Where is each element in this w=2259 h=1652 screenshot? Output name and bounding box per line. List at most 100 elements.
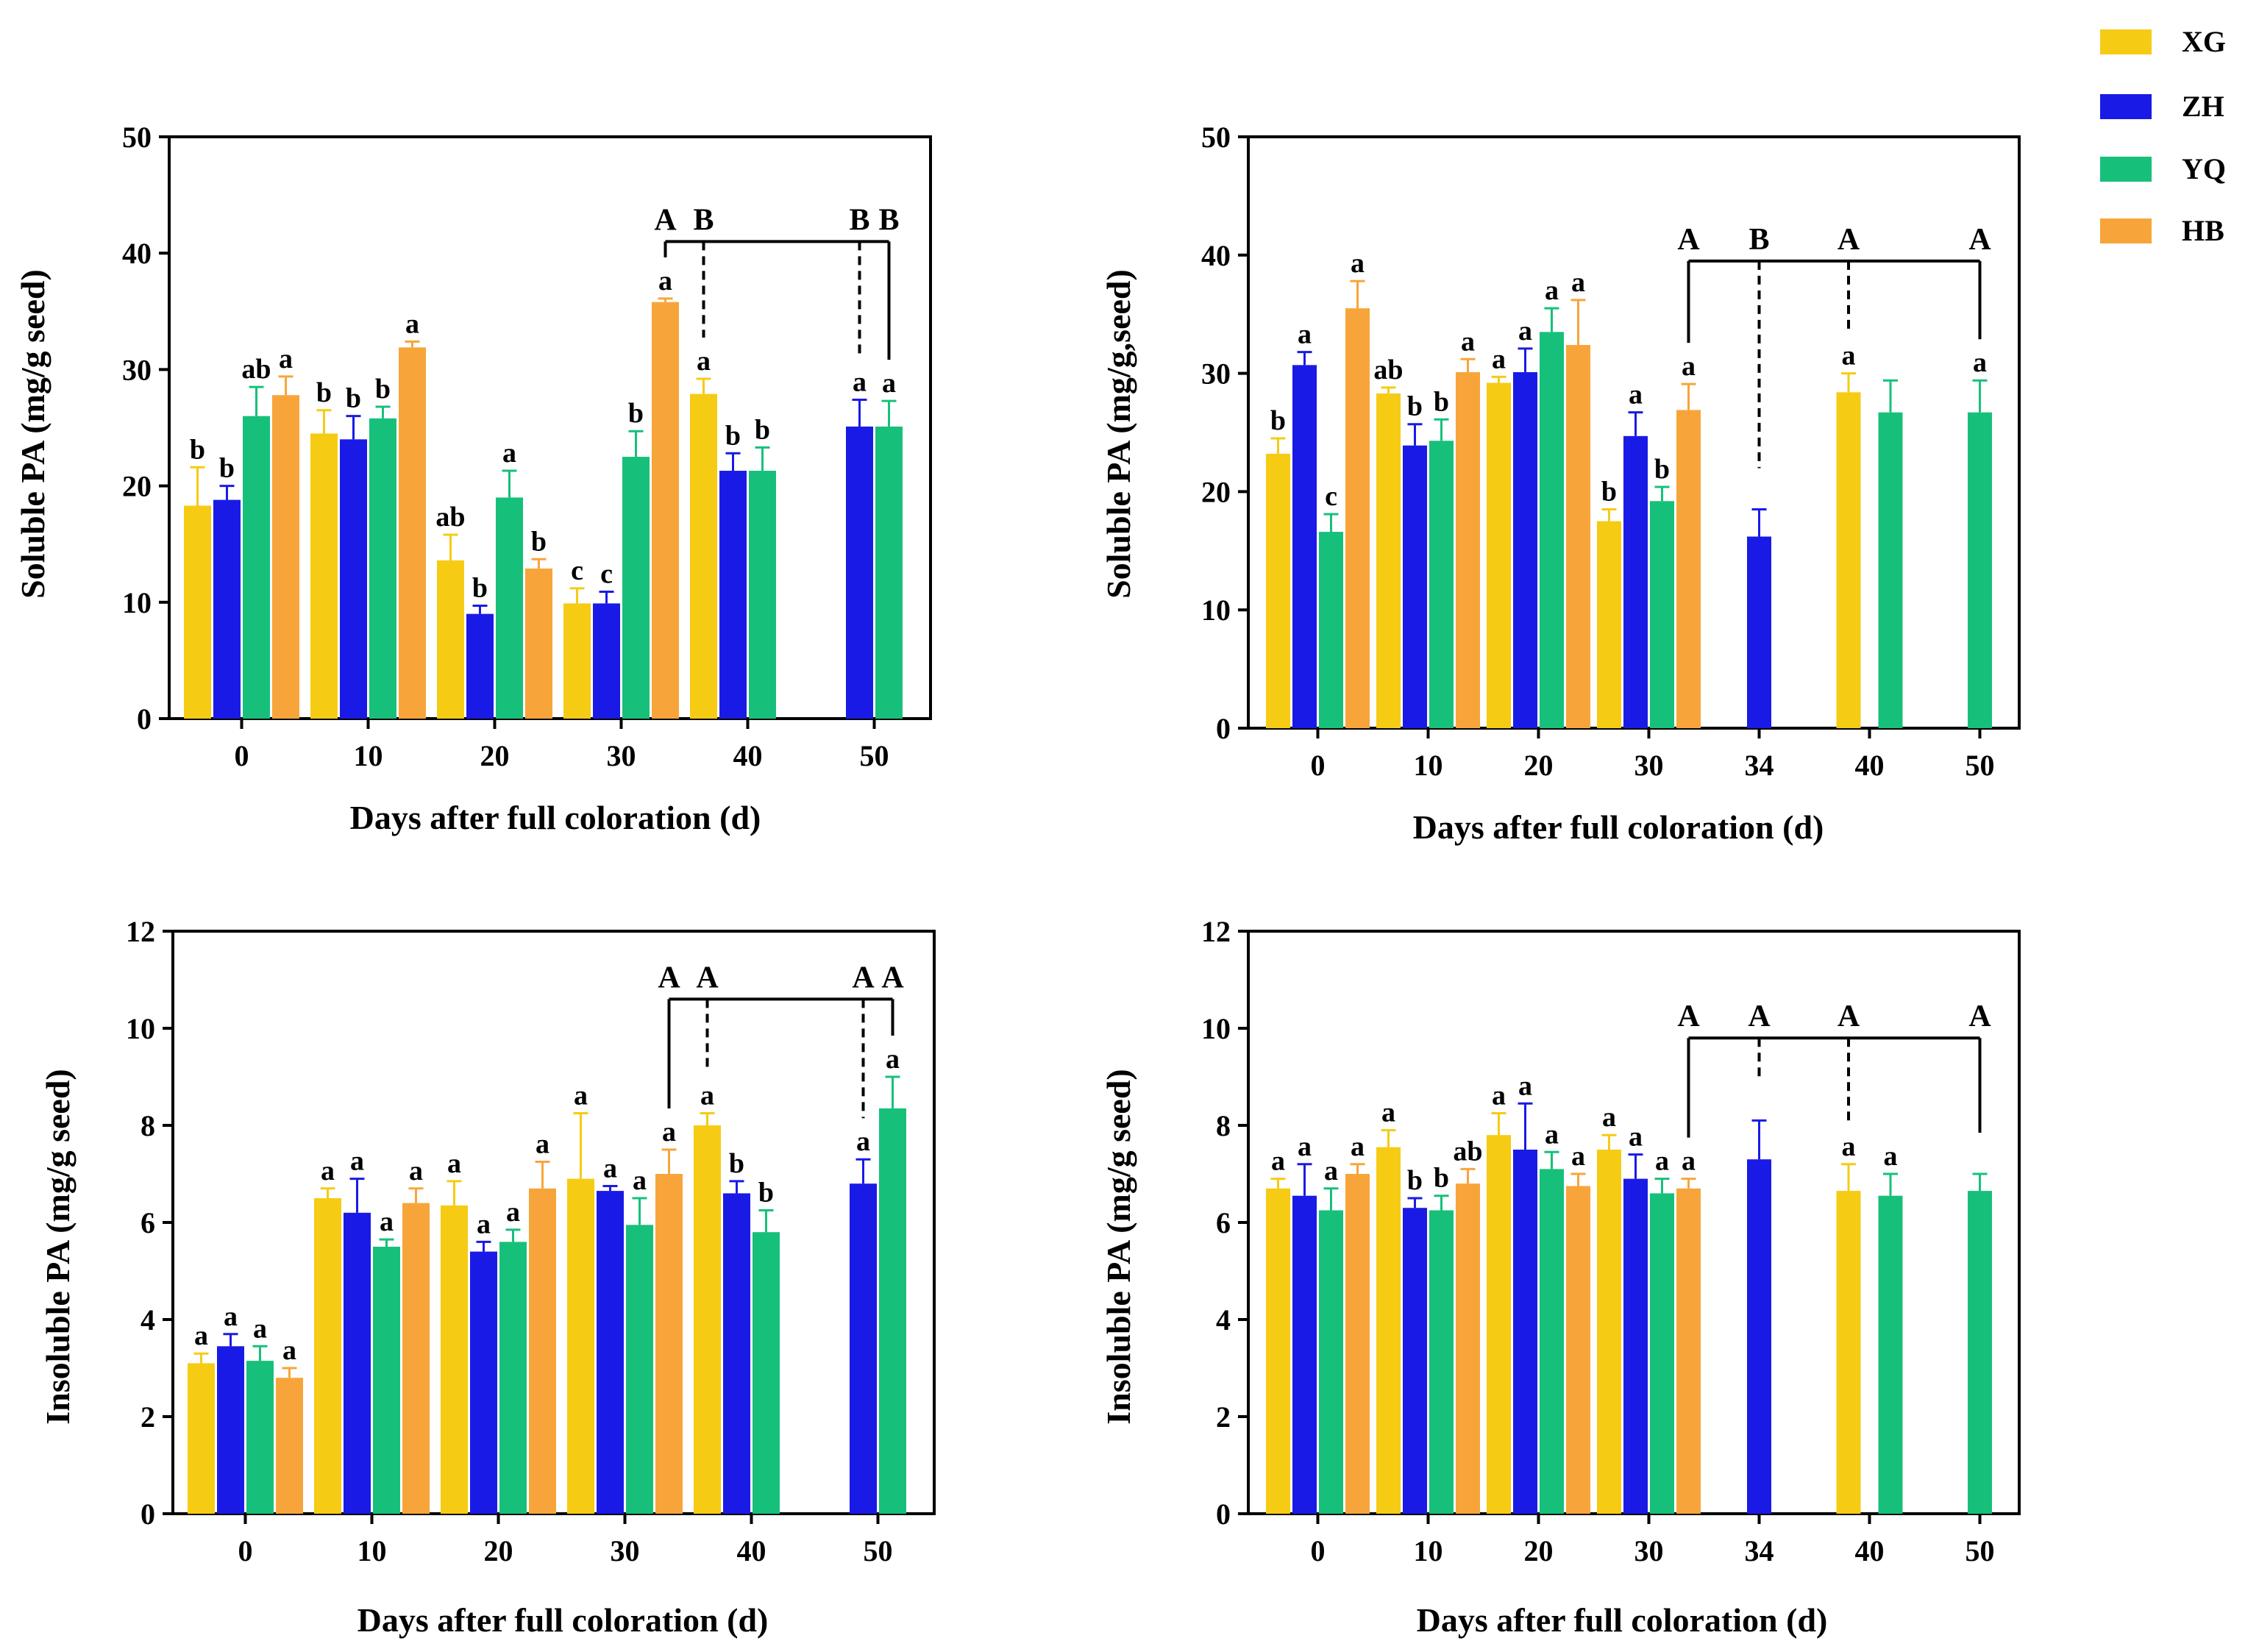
comparison-letter: A [654,203,677,237]
significance-letter: a [886,1044,900,1075]
y-axis-title: Soluble PA (mg/g,seed) [1100,269,1137,599]
bar-xg [1266,453,1290,728]
bar-xg [1376,393,1401,728]
significance-letter: a [1629,380,1643,410]
bar-yq [1429,441,1454,728]
significance-letter: a [447,1148,461,1179]
x-tick-label: 50 [864,1534,893,1567]
comparison-letter: A [1838,223,1860,257]
significance-letter: a [1842,1131,1856,1162]
bar-zh [1513,371,1537,728]
bar-yq [749,471,776,719]
x-tick-label: 40 [733,739,763,772]
significance-letter: a [1518,316,1532,346]
significance-letter: a [1492,1080,1506,1111]
significance-letter: b [755,414,770,445]
significance-letter: b [531,526,547,557]
significance-letter: b [1654,454,1670,485]
bar-yq [879,1108,906,1514]
significance-letter: a [1298,1131,1312,1162]
significance-letter: a [380,1206,394,1237]
significance-letter: a [1351,1131,1365,1162]
significance-letter: a [1461,326,1475,357]
significance-letter: a [224,1301,238,1332]
x-tick-label: 30 [607,739,636,772]
significance-letter: a [1602,1102,1616,1133]
y-tick-label: 0 [137,702,152,736]
significance-letter: b [1434,386,1449,417]
significance-letter: a [279,343,293,374]
significance-letter: a [1571,267,1585,298]
bar-xg [310,433,338,719]
bar-hb [525,568,552,719]
bar-hb [1456,1183,1480,1514]
comparison-letter: B [693,203,714,237]
significance-letter: b [190,434,205,465]
y-tick-label: 30 [122,353,152,386]
bar-zh [723,1193,750,1514]
significance-letter: a [1629,1122,1643,1153]
significance-letter: a [1298,319,1312,350]
x-tick-label: 34 [1745,1534,1774,1567]
significance-letter: c [1325,481,1337,512]
significance-letter: ab [241,354,271,385]
bar-xg [1836,1191,1861,1514]
bar-zh [1292,365,1317,728]
bar-xg [1597,521,1621,728]
bar-yq [1429,1210,1454,1514]
significance-letter: a [1884,1141,1898,1172]
x-tick-label: 20 [1524,1534,1554,1567]
bar-hb [652,302,679,719]
bar-yq [1540,1169,1564,1514]
significance-letter: a [1973,347,1987,378]
comparison-letter: A [881,961,904,994]
y-tick-label: 50 [122,121,152,154]
bar-xg [314,1198,341,1514]
y-tick-label: 10 [1201,594,1231,627]
bar-yq [1540,332,1564,728]
bar-zh [217,1346,244,1514]
x-tick-label: 0 [238,1534,253,1567]
y-tick-label: 10 [126,1012,155,1045]
x-tick-label: 0 [1311,1534,1326,1567]
x-tick-label: 50 [1965,749,1995,782]
bar-hb [655,1174,683,1514]
significance-letter: a [409,1156,423,1186]
significance-letter: a [882,368,896,399]
comparison-letter: A [1968,1000,1991,1033]
comparison-letter: A [1968,223,1991,257]
chart-panel-top-right: Soluble PA (mg/g,seed) Days after full c… [1100,121,2021,846]
bar-zh [344,1212,371,1514]
y-tick-label: 2 [1216,1400,1231,1434]
y-tick-label: 12 [1201,915,1231,948]
significance-letter: b [1434,1163,1449,1194]
significance-letter: a [603,1153,617,1184]
significance-letter: a [1682,1146,1696,1177]
x-tick-label: 10 [1414,1534,1443,1567]
y-tick-label: 4 [140,1303,155,1336]
bar-xg [437,560,464,719]
bar-yq [369,418,396,719]
bar-hb [1566,345,1590,728]
y-tick-label: 8 [1216,1109,1231,1142]
significance-letter: a [321,1156,335,1186]
bar-xg [1266,1188,1290,1514]
significance-letter: c [571,555,583,586]
significance-letter: a [856,1126,870,1157]
bar-zh [1403,445,1427,728]
y-tick-label: 50 [1201,121,1231,154]
significance-letter: a [350,1146,364,1177]
y-tick-label: 20 [122,470,152,503]
bar-zh [466,613,494,719]
significance-letter: a [1351,248,1365,279]
x-tick-label: 20 [484,1534,513,1567]
significance-letter: b [1407,391,1423,422]
significance-letter: c [600,559,613,590]
significance-letter: a [477,1208,491,1239]
bar-yq [499,1242,527,1514]
x-tick-label: 20 [1524,749,1554,782]
bar-yq [1878,412,1903,728]
significance-letter: a [506,1197,520,1228]
bar-zh [597,1191,624,1514]
significance-letter: b [729,1148,744,1179]
